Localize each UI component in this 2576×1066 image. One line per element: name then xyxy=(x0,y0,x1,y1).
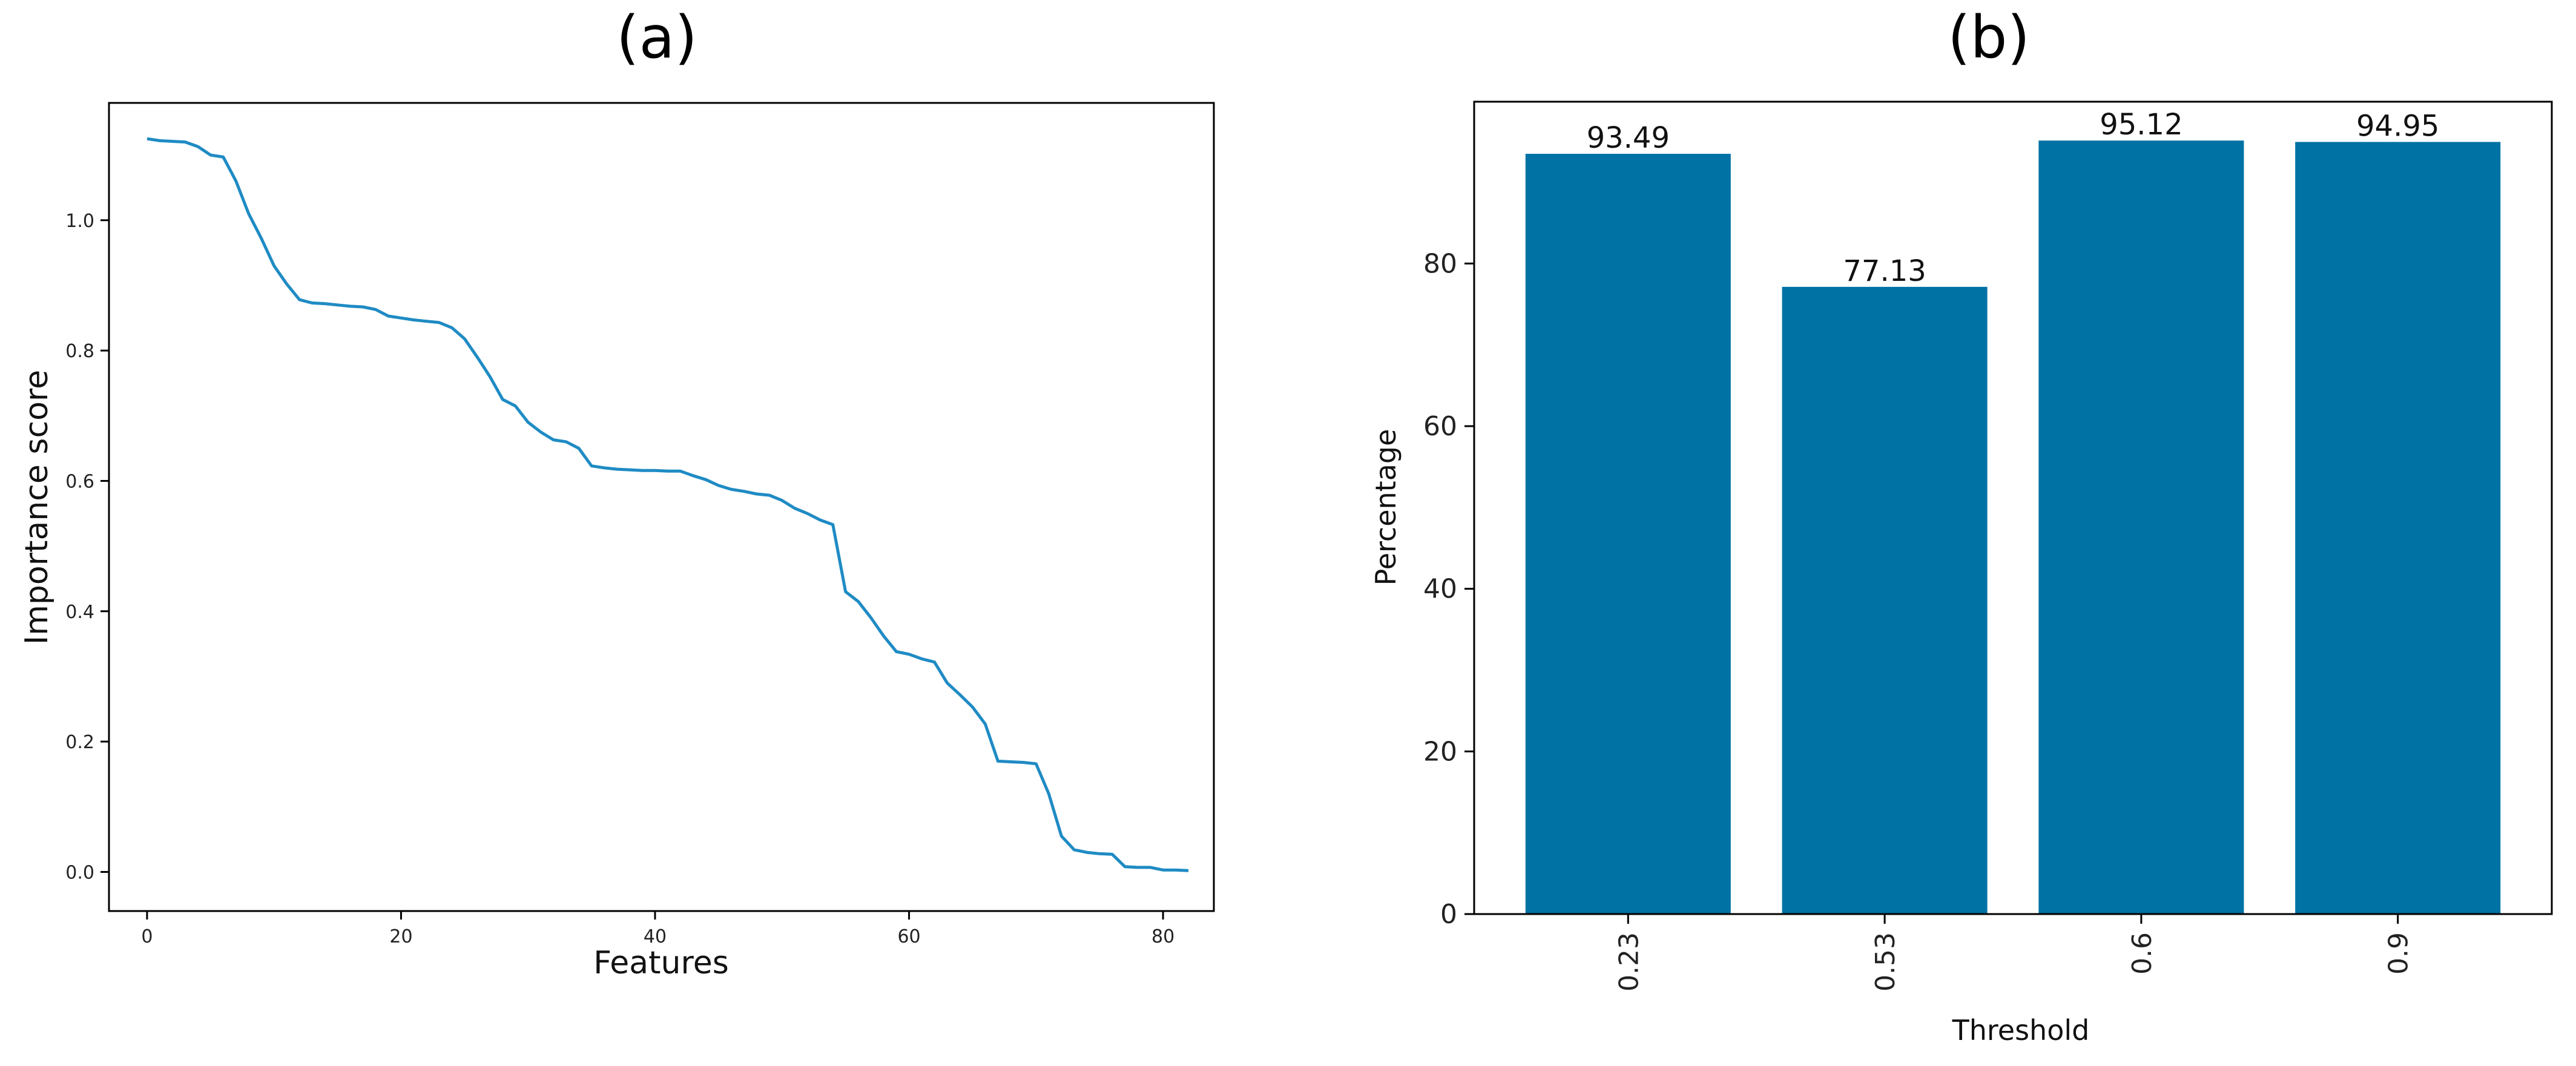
panel-a-y-tick-label: 0.2 xyxy=(65,732,94,753)
panel-a-x-ticks: 0 20 40 60 80 xyxy=(141,911,1174,947)
panel-a-x-tick-label: 0 xyxy=(141,926,153,947)
bar xyxy=(2295,142,2501,915)
panel-b-x-tick-label: 0.53 xyxy=(1870,932,1901,992)
bar-data-label: 94.95 xyxy=(2356,109,2439,143)
panel-a: (a) 0.0 0.2 0.4 0.6 0.8 1.0 0 20 40 60 80 Feature… xyxy=(19,4,1215,981)
panel-b-y-tick-label: 20 xyxy=(1423,736,1457,767)
panel-a-y-ticks: 0.0 0.2 0.4 0.6 0.8 1.0 xyxy=(65,211,109,883)
bar-data-label: 93.49 xyxy=(1587,121,1670,155)
panel-a-plot-frame xyxy=(108,102,1215,912)
panel-a-x-tick-label: 40 xyxy=(644,926,667,947)
panel-b-y-axis-label: Percentage xyxy=(1369,429,1402,586)
panel-a-importance-line xyxy=(147,137,1189,872)
panel-a-x-tick-label: 60 xyxy=(897,926,920,947)
panel-b-x-tick-label: 0.6 xyxy=(2127,932,2158,975)
panel-a-x-axis-label: Features xyxy=(593,945,729,981)
panel-b-x-ticks: 0.23 0.53 0.6 0.9 xyxy=(1613,914,2414,992)
panel-b-data-labels: 93.49 77.13 95.12 94.95 xyxy=(1587,108,2440,288)
panel-b-bars xyxy=(1525,140,2501,915)
panel-b-y-tick-label: 40 xyxy=(1423,574,1457,605)
panel-b-plot-frame xyxy=(1473,100,2553,915)
panel-b-x-axis-label: Threshold xyxy=(1952,1014,2090,1047)
bar xyxy=(1525,154,1731,915)
bar xyxy=(1782,286,1988,914)
panel-b-y-tick-label: 0 xyxy=(1440,899,1457,930)
panel-a-y-tick-label: 0.4 xyxy=(65,602,94,623)
panel-b-y-tick-label: 60 xyxy=(1423,411,1457,442)
panel-a-y-axis-label: Importance score xyxy=(19,370,55,645)
panel-b-x-tick-label: 0.23 xyxy=(1613,932,1644,992)
panel-a-y-tick-label: 1.0 xyxy=(65,211,94,232)
panel-a-y-tick-label: 0.6 xyxy=(65,471,94,492)
panel-b-title: (b) xyxy=(1948,4,2030,71)
panel-a-title: (a) xyxy=(616,4,697,71)
panel-a-y-tick-label: 0.8 xyxy=(65,341,94,362)
bar-data-label: 95.12 xyxy=(2100,108,2182,142)
panel-a-x-tick-label: 80 xyxy=(1151,926,1174,947)
panel-a-y-tick-label: 0.0 xyxy=(65,862,94,883)
panel-a-x-tick-label: 20 xyxy=(389,926,412,947)
panel-b-y-tick-label: 80 xyxy=(1423,248,1457,279)
panel-b-y-ticks: 0 20 40 60 80 xyxy=(1423,248,1474,930)
panel-b-x-tick-label: 0.9 xyxy=(2383,932,2414,975)
bar xyxy=(2038,140,2244,915)
bar-data-label: 77.13 xyxy=(1843,254,1926,288)
